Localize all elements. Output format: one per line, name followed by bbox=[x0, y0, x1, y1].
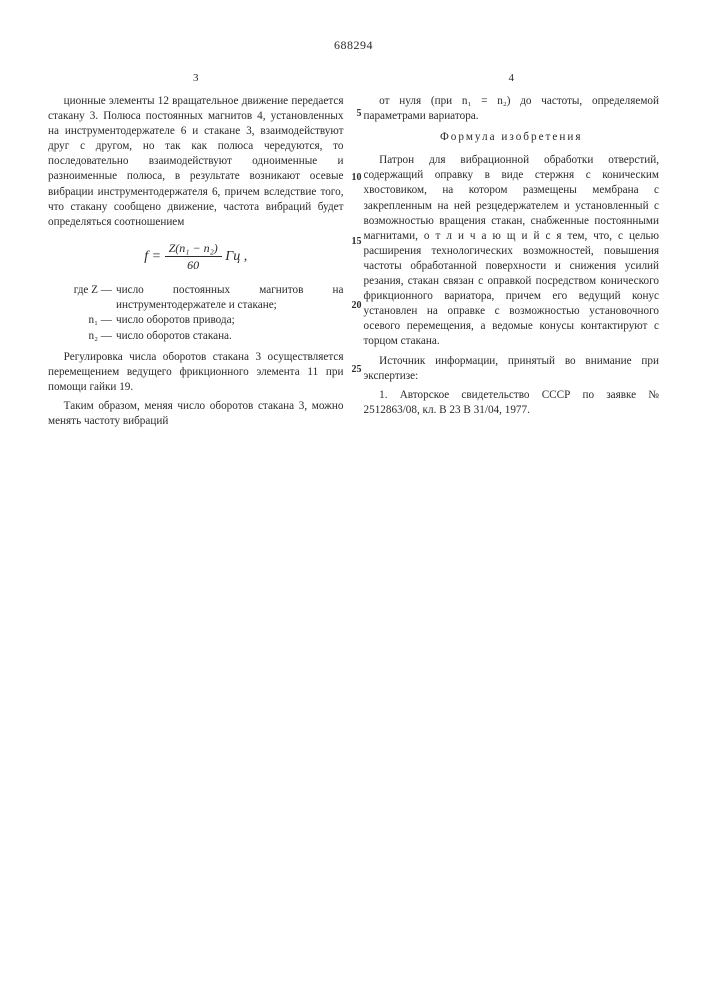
formula-numerator: Z(n₁ − n₂) bbox=[165, 240, 222, 257]
source-lead: Источник информации, принятый во внимани… bbox=[364, 354, 660, 384]
def-row: где Z — число постоянных магнитов на инс… bbox=[48, 283, 344, 313]
right-page-number: 4 bbox=[364, 71, 660, 86]
line-number: 5 bbox=[357, 107, 362, 121]
source-1: 1. Авторское свидетельство СССР по заявк… bbox=[364, 388, 660, 418]
document-number: 688294 bbox=[48, 38, 659, 53]
line-number: 20 bbox=[352, 299, 362, 313]
def-key: где Z — bbox=[48, 283, 116, 313]
def-row: n₁ — число оборотов привода; bbox=[48, 313, 344, 328]
def-val: число постоянных магнитов на инструменто… bbox=[116, 283, 344, 313]
formula-denominator: 60 bbox=[165, 257, 222, 273]
formula-suffix: Гц , bbox=[225, 249, 247, 264]
formula: f = Z(n₁ − n₂) 60 Гц , bbox=[48, 240, 344, 273]
line-number: 15 bbox=[352, 235, 362, 249]
right-column: 5 10 15 20 25 4 от нуля (при n₁ = n₂) до… bbox=[364, 71, 660, 433]
def-key: n₁ — bbox=[48, 313, 116, 328]
left-para-1: ционные элементы 12 вращательное движени… bbox=[48, 94, 344, 230]
right-para-1: Патрон для вибрационной обработки отверс… bbox=[364, 153, 660, 349]
left-page-number: 3 bbox=[48, 71, 344, 86]
def-row: n₂ — число оборотов стакана. bbox=[48, 329, 344, 344]
left-column: 3 ционные элементы 12 вращательное движе… bbox=[48, 71, 344, 433]
left-para-2: Регулировка числа оборотов стакана 3 осу… bbox=[48, 350, 344, 395]
definition-list: где Z — число постоянных магнитов на инс… bbox=[48, 283, 344, 343]
line-number: 25 bbox=[352, 363, 362, 377]
def-val: число оборотов привода; bbox=[116, 313, 344, 328]
section-title: Формула изобретения bbox=[364, 130, 660, 145]
def-key: n₂ — bbox=[48, 329, 116, 344]
formula-prefix: f = bbox=[144, 249, 161, 264]
columns: 3 ционные элементы 12 вращательное движе… bbox=[48, 71, 659, 433]
formula-fraction: Z(n₁ − n₂) 60 bbox=[165, 240, 222, 273]
def-val: число оборотов стакана. bbox=[116, 329, 344, 344]
line-number: 10 bbox=[352, 171, 362, 185]
page: 688294 3 ционные элементы 12 вращательно… bbox=[0, 0, 707, 1000]
left-para-3: Таким образом, меняя число оборотов стак… bbox=[48, 399, 344, 429]
right-para-0: от нуля (при n₁ = n₂) до частоты, опреде… bbox=[364, 94, 660, 124]
